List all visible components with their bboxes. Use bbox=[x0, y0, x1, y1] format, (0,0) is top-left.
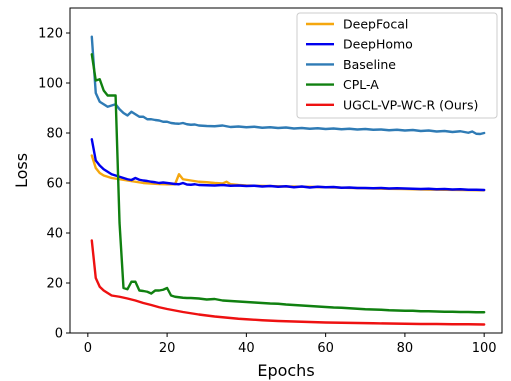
x-tick-label: 0 bbox=[84, 341, 92, 356]
legend-label-1: DeepHomo bbox=[343, 37, 413, 52]
y-tick-label: 100 bbox=[38, 77, 63, 92]
series-line-1 bbox=[90, 138, 486, 192]
x-tick-label: 60 bbox=[317, 341, 334, 356]
legend-box bbox=[296, 12, 498, 119]
y-axis-ticks: 0 20 40 60 80 100 120 bbox=[38, 27, 70, 342]
x-axis-ticks: 0 20 40 60 80 100 bbox=[84, 333, 497, 356]
x-tick-label: 20 bbox=[159, 341, 176, 356]
series-line-4 bbox=[90, 239, 486, 326]
series-line-3 bbox=[90, 53, 486, 314]
plot-frame bbox=[69, 7, 503, 334]
x-tick-label: 40 bbox=[238, 341, 255, 356]
y-tick-label: 40 bbox=[46, 227, 63, 242]
legend-label-2: Baseline bbox=[343, 57, 396, 72]
y-tick-label: 80 bbox=[46, 127, 63, 142]
series-line-2 bbox=[90, 35, 486, 136]
x-tick-label: 80 bbox=[397, 341, 414, 356]
legend: DeepFocal DeepHomo Baseline CPL-A UGCL-VP-WC… bbox=[296, 12, 498, 119]
y-tick-label: 60 bbox=[46, 177, 63, 192]
series-layer bbox=[90, 35, 486, 326]
y-tick-label: 0 bbox=[55, 327, 63, 342]
y-tick-label: 120 bbox=[38, 27, 63, 42]
x-tick-label: 100 bbox=[472, 341, 497, 356]
x-axis-label: Epochs bbox=[257, 361, 314, 380]
y-axis-label: Loss bbox=[12, 153, 31, 188]
legend-label-3: CPL-A bbox=[343, 77, 379, 92]
legend-label-0: DeepFocal bbox=[343, 17, 408, 32]
y-tick-label: 20 bbox=[46, 277, 63, 292]
legend-label-4: UGCL-VP-WC-R (Ours) bbox=[343, 97, 478, 112]
